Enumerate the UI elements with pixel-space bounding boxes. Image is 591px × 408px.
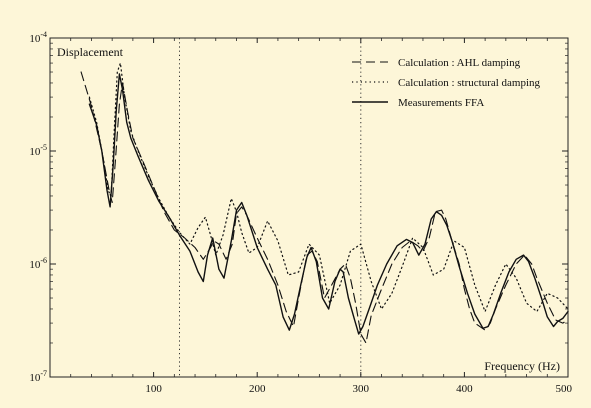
x-tick-label-500: 500 [556, 383, 573, 395]
legend-label-calculation-ahl-damping: Calculation : AHL damping [398, 57, 521, 69]
y-tick-exponent: -4 [40, 30, 47, 39]
y-tick-label--6: 10-6 [29, 256, 47, 271]
legend-label-calculation-structural-damping: Calculation : structural damping [398, 77, 541, 89]
x-tick-label-400: 400 [456, 383, 473, 395]
y-tick-label--4: 10-4 [29, 30, 47, 45]
y-axis-label: Displacement [57, 45, 124, 59]
series-line-calculation-structural-damping [88, 62, 569, 313]
y-tick-base: 10 [29, 146, 41, 158]
y-tick-label--5: 10-5 [29, 143, 47, 158]
y-tick-base: 10 [29, 372, 41, 384]
x-axis-label: Frequency (Hz) [484, 359, 560, 373]
series-line-measurements-ffa [88, 73, 569, 335]
y-tick-exponent: -6 [40, 256, 47, 265]
legend-label-measurements-ffa: Measurements FFA [398, 97, 484, 109]
series-line-calculation-ahl-damping [80, 71, 569, 344]
y-tick-base: 10 [29, 33, 41, 45]
y-tick-base: 10 [29, 259, 41, 271]
x-tick-label-200: 200 [249, 383, 266, 395]
y-tick-exponent: -7 [40, 369, 47, 378]
x-tick-label-300: 300 [353, 383, 370, 395]
plot-frame [49, 37, 569, 378]
x-tick-label-100: 100 [145, 383, 162, 395]
y-tick-label--7: 10-7 [29, 369, 47, 384]
y-tick-exponent: -5 [40, 143, 47, 152]
